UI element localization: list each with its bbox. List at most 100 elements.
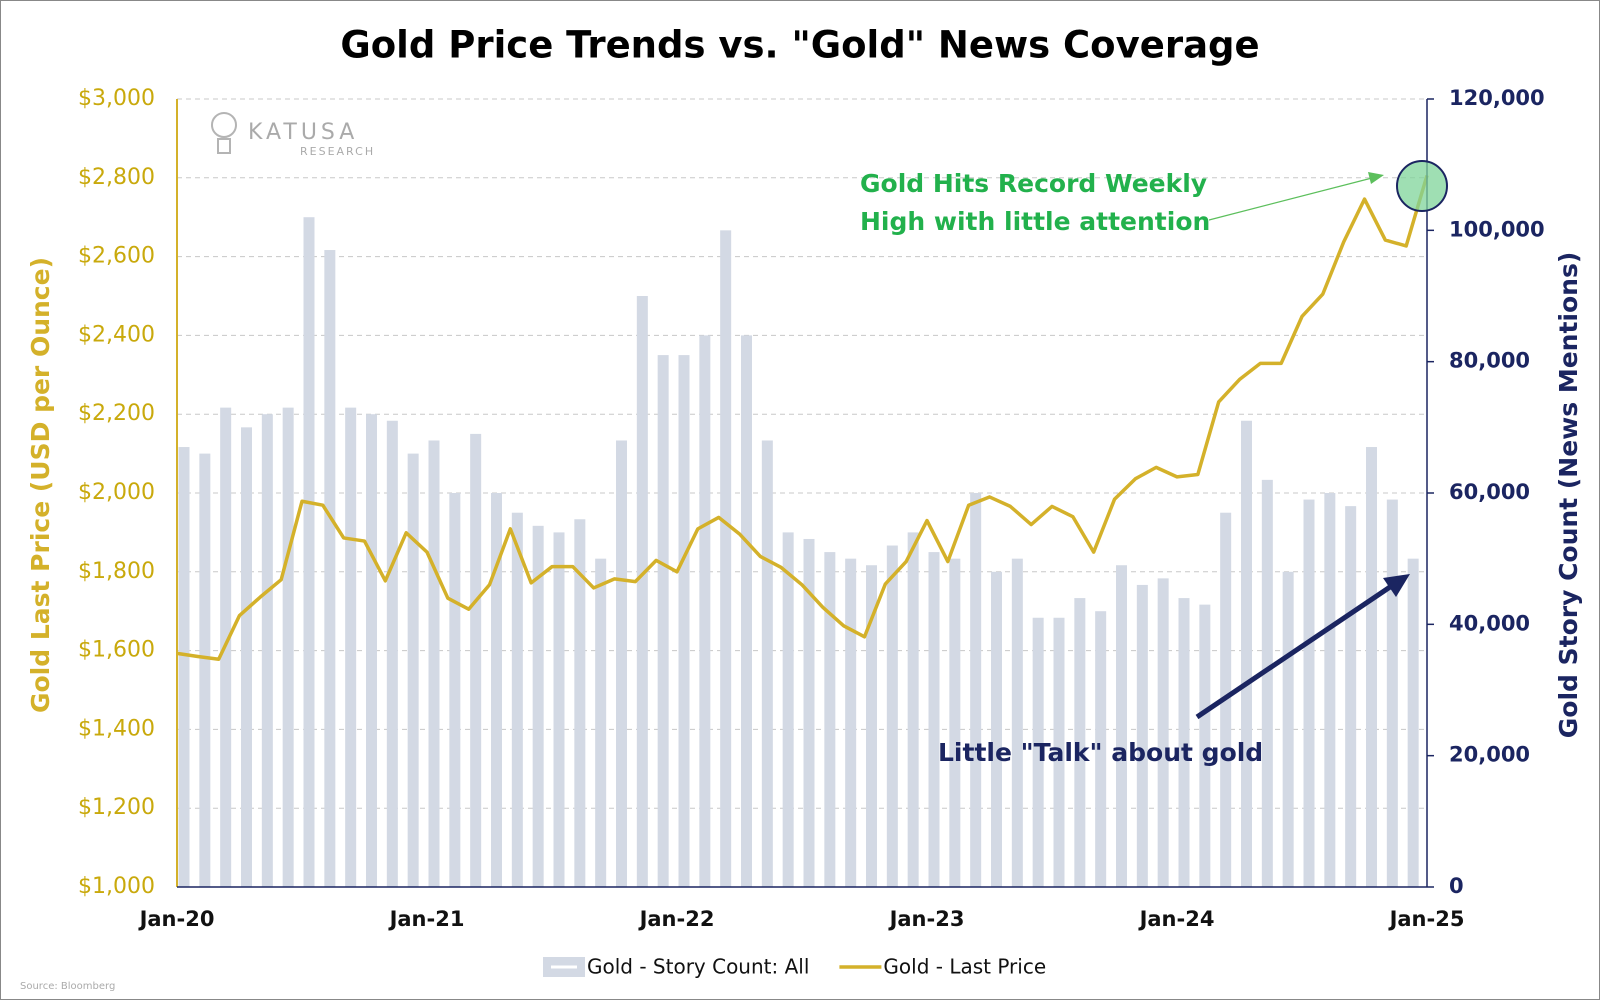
x-tick-label: Jan-20 (138, 907, 215, 931)
bar (636, 296, 648, 887)
y2-tick-label: 40,000 (1449, 611, 1530, 635)
bar (1345, 506, 1357, 887)
bar (1032, 617, 1044, 887)
y-tick-label: $1,000 (78, 874, 155, 899)
y2-axis-title: Gold Story Count (News Mentions) (1554, 252, 1583, 739)
bar (741, 335, 752, 887)
bar (428, 440, 440, 887)
bar (407, 453, 419, 887)
bar (199, 453, 211, 887)
bar (595, 558, 607, 887)
bar (1116, 565, 1127, 887)
bar (491, 493, 502, 887)
annotation-talk: Little "Talk" about gold (938, 574, 1410, 767)
bar (511, 512, 523, 887)
bar (449, 493, 461, 887)
y-tick-label: $2,000 (78, 480, 155, 505)
x-tick-label: Jan-23 (888, 907, 965, 931)
bar (970, 493, 982, 887)
bar (470, 433, 482, 887)
x-tick-label: Jan-25 (1388, 907, 1465, 931)
bar (282, 407, 294, 887)
y-tick-label: $2,800 (78, 165, 155, 190)
chart-title: Gold Price Trends vs. "Gold" News Covera… (340, 24, 1259, 67)
bar (1303, 499, 1315, 887)
bar (761, 440, 773, 887)
annotation-record: Gold Hits Record Weekly High with little… (860, 160, 1448, 236)
bar (1366, 447, 1377, 887)
bar (1241, 420, 1252, 887)
y-tick-label: $1,600 (78, 638, 155, 663)
x-tick-label: Jan-22 (638, 907, 715, 931)
annotation-arrow (1195, 582, 1395, 720)
bar (324, 250, 336, 888)
bar (886, 545, 898, 887)
watermark-icon-base (217, 138, 231, 154)
bar (1178, 598, 1190, 887)
bar (616, 440, 627, 887)
bar (1157, 578, 1169, 887)
bar (261, 414, 273, 887)
bar (907, 532, 919, 887)
annotation-text: High with little attention (860, 207, 1210, 236)
y-tick-label: $2,600 (78, 244, 155, 269)
bar (845, 558, 857, 887)
y2-tick-label: 120,000 (1449, 86, 1545, 110)
bar (1199, 604, 1211, 887)
bar (532, 525, 544, 887)
annotation-arrow (1208, 177, 1373, 221)
annotation-text: Little "Talk" about gold (938, 738, 1263, 767)
bar (824, 552, 836, 887)
annotation-text: Gold Hits Record Weekly (860, 169, 1207, 198)
bar (720, 230, 732, 888)
watermark-icon (211, 112, 237, 138)
y-tick-label: $1,800 (78, 559, 155, 584)
bar (574, 519, 586, 887)
y2-tick-label: 60,000 (1449, 480, 1530, 504)
x-tick-label: Jan-24 (1138, 907, 1215, 931)
y2-tick-label: 100,000 (1449, 217, 1545, 241)
bar (366, 414, 377, 887)
y2-tick-label: 80,000 (1449, 349, 1530, 373)
bar (345, 407, 357, 887)
y-tick-label: $3,000 (78, 86, 155, 111)
y-tick-label: $1,200 (78, 795, 155, 820)
bar (386, 420, 398, 887)
y-tick-label: $2,400 (78, 322, 155, 347)
legend-label: Gold - Story Count: All (587, 955, 809, 979)
bar (553, 532, 565, 887)
bar (949, 558, 961, 887)
x-tick-label: Jan-21 (388, 907, 465, 931)
bar (699, 335, 711, 887)
bar (657, 355, 669, 888)
bar (1386, 499, 1398, 887)
bar (1407, 558, 1419, 887)
source-note: Source: Bloomberg (20, 981, 115, 992)
y-tick-label: $1,400 (78, 716, 155, 741)
watermark: KATUSA RESEARCH (211, 112, 375, 158)
bar (866, 565, 877, 887)
bar (1324, 493, 1336, 887)
line (176, 174, 1429, 662)
bar (782, 532, 794, 887)
y2-tick-label: 20,000 (1449, 743, 1530, 767)
bar (928, 552, 940, 887)
watermark-text: KATUSA (248, 120, 358, 145)
bar (1074, 598, 1086, 887)
annotation-arrowhead (1383, 574, 1410, 597)
legend: Gold - Story Count: All Gold - Last Price (543, 955, 1046, 979)
bar (178, 447, 190, 887)
y-axis-title: Gold Last Price (USD per Ounce) (26, 257, 55, 713)
bar (803, 538, 815, 887)
plot-area: $1,000 $1,200 $1,400 $1,600 $1,800 $2,000 $2,2… (78, 86, 1545, 931)
legend-label: Gold - Last Price (883, 955, 1046, 979)
annotation-arrowhead (1368, 172, 1384, 184)
bar (1261, 479, 1273, 887)
bar (1053, 617, 1065, 887)
bar (1095, 611, 1107, 887)
y-tick-label: $2,200 (78, 401, 155, 426)
highlight-circle (1396, 160, 1448, 212)
watermark-subtext: RESEARCH (300, 145, 375, 158)
